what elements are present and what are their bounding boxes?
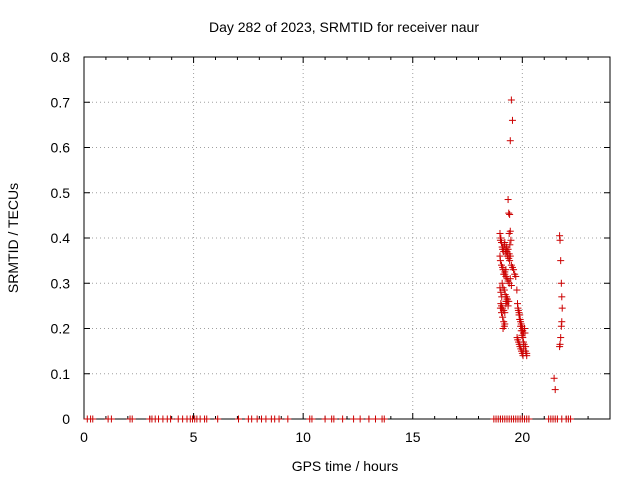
data-point: [496, 229, 504, 237]
data-point: [506, 210, 514, 218]
data-point: [556, 343, 564, 351]
data-point: [516, 315, 524, 323]
data-point: [503, 297, 511, 305]
data-point: [214, 415, 222, 423]
data-point: [107, 415, 115, 423]
data-point: [556, 236, 564, 244]
data-point: [520, 340, 528, 348]
y-tick-label: 0.8: [51, 49, 71, 65]
data-point: [167, 415, 175, 423]
data-point: [498, 293, 506, 301]
data-point: [557, 279, 565, 287]
data-point: [507, 236, 515, 244]
data-point: [496, 284, 504, 292]
y-tick-label: 0.3: [51, 275, 71, 291]
data-point: [506, 227, 514, 235]
data-point: [502, 266, 510, 274]
data-point: [506, 137, 514, 145]
data-point: [505, 209, 513, 217]
data-point: [498, 309, 506, 317]
data-point: [504, 196, 512, 204]
y-axis-label: SRMTID / TECUs: [5, 183, 21, 293]
data-point: [507, 96, 515, 104]
x-tick-label: 20: [515, 429, 531, 445]
y-tick-label: 0: [62, 411, 70, 427]
y-tick-label: 0.6: [51, 140, 71, 156]
data-point: [557, 257, 565, 265]
data-point: [507, 282, 515, 290]
data-point: [557, 334, 565, 342]
data-point: [235, 415, 243, 423]
data-point: [558, 293, 566, 301]
y-tick-labels: 0 0.1 0.2 0.3 0.4 0.5 0.6 0.7 0.8: [51, 49, 71, 427]
data-point: [558, 304, 566, 312]
y-tick-label: 0.7: [51, 94, 71, 110]
data-point: [498, 279, 506, 287]
x-tick-label: 10: [295, 429, 311, 445]
data-point: [501, 239, 509, 247]
x-tick-label: 15: [405, 429, 421, 445]
grid-lines: [84, 57, 610, 419]
data-point: [519, 334, 527, 342]
data-point: [203, 415, 211, 423]
data-point: [510, 266, 518, 274]
data-point: [508, 116, 516, 124]
data-point: [521, 329, 529, 337]
data-point: [497, 288, 505, 296]
data-point: [308, 415, 316, 423]
data-point: [499, 313, 507, 321]
x-axis-label: GPS time / hours: [292, 458, 399, 474]
data-point: [557, 322, 565, 330]
data-point: [500, 286, 508, 294]
data-point: [522, 347, 530, 355]
data-point: [550, 374, 558, 382]
data-point: [365, 415, 373, 423]
data-point: [523, 352, 531, 360]
data-point: [525, 415, 533, 423]
data-point: [275, 415, 283, 423]
data-point: [497, 234, 505, 242]
x-tick-label: 5: [190, 429, 198, 445]
data-point: [339, 415, 347, 423]
data-point: [356, 415, 364, 423]
data-point: [517, 327, 525, 335]
data-point: [506, 252, 514, 260]
data-point: [501, 270, 509, 278]
data-point: [321, 415, 329, 423]
data-point: [496, 257, 504, 265]
data-point: [512, 272, 520, 280]
data-point: [504, 302, 512, 310]
data-point: [513, 286, 521, 294]
chart-title: Day 282 of 2023, SRMTID for receiver nau…: [209, 19, 479, 35]
data-point: [567, 415, 575, 423]
data-point: [371, 415, 379, 423]
data-point: [504, 245, 512, 253]
data-point: [506, 257, 514, 265]
data-point: [506, 275, 514, 283]
y-tick-label: 0.2: [51, 321, 71, 337]
data-point: [350, 415, 358, 423]
y-tick-label: 0.5: [51, 185, 71, 201]
data-point: [380, 415, 388, 423]
data-point: [500, 322, 508, 330]
data-point: [128, 415, 136, 423]
data-point: [284, 415, 292, 423]
data-point: [517, 322, 525, 330]
x-tick-labels: 0 5 10 15 20: [80, 429, 530, 445]
data-point: [89, 415, 97, 423]
data-point: [330, 415, 338, 423]
data-points: [83, 96, 575, 423]
x-tick-label: 0: [80, 429, 88, 445]
data-point: [551, 386, 559, 394]
y-tick-label: 0.1: [51, 366, 71, 382]
data-point: [515, 311, 523, 319]
data-point: [496, 304, 504, 312]
y-tick-label: 0.4: [51, 230, 71, 246]
